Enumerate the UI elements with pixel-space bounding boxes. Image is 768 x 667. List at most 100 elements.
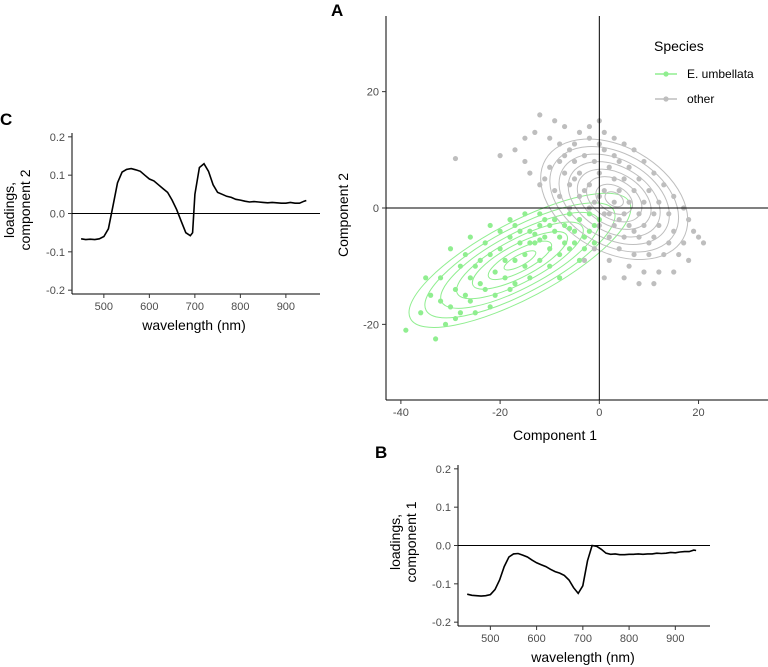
umbellata-density-contour (424, 202, 616, 319)
panel-c-x-tick-label: 900 (277, 301, 295, 313)
panel-b-y-tick-label: -0.1 (432, 579, 451, 591)
data-point-umbellata (433, 336, 439, 342)
data-point-other (561, 123, 568, 130)
panel-b-y-tick-label: -0.2 (432, 617, 451, 629)
data-point-umbellata (447, 246, 454, 252)
panel-c-y-tick-label: 0.1 (50, 170, 65, 182)
panel-b-y-label-line2: component 1 (403, 501, 419, 582)
data-point-umbellata (591, 240, 597, 246)
data-point-umbellata (542, 217, 548, 223)
data-point-umbellata (566, 225, 573, 231)
panel-a-x-tick-label: -40 (393, 407, 409, 419)
panel-c-y-tick-label: 0.2 (50, 132, 65, 144)
data-point-other (641, 199, 647, 205)
panel-c-x-label: wavelength (nm) (141, 317, 246, 333)
data-point-other (547, 135, 553, 141)
data-point-other (661, 182, 667, 188)
data-point-umbellata (472, 263, 478, 269)
data-point-other (626, 222, 632, 229)
data-point-umbellata (502, 257, 508, 263)
data-point-umbellata (467, 234, 473, 240)
data-point-umbellata (547, 263, 553, 269)
data-point-umbellata (557, 234, 563, 240)
panel-b-x-tick-label: 900 (666, 633, 684, 645)
data-point-other (616, 246, 622, 252)
data-point-other (527, 170, 533, 176)
data-point-other (690, 228, 697, 234)
data-point-umbellata (586, 211, 593, 217)
data-point-other (601, 211, 607, 217)
panel-c-y-tick-label: -0.1 (46, 247, 65, 259)
data-point-other (666, 211, 672, 217)
legend-label-other: other (687, 92, 714, 106)
data-point-other (671, 193, 677, 199)
other-density-contour (540, 138, 689, 261)
data-point-other (611, 135, 617, 141)
panel-c-x-tick-label: 500 (95, 301, 113, 313)
panel-a-y-tick-label: 0 (373, 203, 379, 215)
other-density-contour (558, 153, 670, 245)
data-point-umbellata (552, 228, 558, 234)
data-point-umbellata (591, 222, 597, 229)
data-point-other (651, 234, 657, 240)
data-point-umbellata (542, 234, 548, 240)
data-point-umbellata (517, 228, 523, 234)
data-point-other (631, 187, 637, 194)
legend-label-umbellata: E. umbellata (687, 67, 754, 81)
data-point-other (586, 135, 593, 141)
data-point-umbellata (487, 304, 493, 310)
data-point-umbellata (507, 234, 513, 240)
data-point-umbellata (512, 281, 518, 287)
data-point-umbellata (527, 275, 533, 281)
data-point-umbellata (566, 211, 573, 217)
data-point-other (537, 112, 543, 118)
data-point-umbellata (557, 275, 563, 281)
data-point-other (581, 257, 588, 263)
data-point-umbellata (423, 275, 429, 281)
panel-a-points-umbellata (403, 211, 602, 342)
data-point-other (661, 251, 667, 258)
panel-a-y-tick-label: -20 (363, 319, 379, 331)
data-point-other (676, 251, 682, 258)
data-point-other (646, 187, 652, 194)
panel-c-y-label-line1: loadings, (1, 182, 17, 238)
data-point-other (671, 228, 677, 234)
data-point-other (586, 123, 593, 130)
data-point-umbellata (557, 251, 563, 258)
data-point-other (581, 153, 588, 159)
data-point-other (547, 164, 553, 170)
umbellata-density-contour (503, 250, 537, 271)
data-point-other (557, 141, 563, 147)
data-point-umbellata (532, 231, 538, 237)
data-point-other (686, 217, 692, 223)
data-point-umbellata (492, 269, 498, 275)
data-point-other (636, 176, 642, 182)
data-point-other (601, 129, 607, 135)
data-point-other (666, 240, 672, 246)
data-point-other (591, 199, 597, 205)
panel-b-x-label: wavelength (nm) (530, 649, 635, 665)
data-point-umbellata (561, 240, 568, 246)
panel-c-y-tick-label: 0.0 (50, 209, 65, 221)
data-point-other (552, 118, 558, 124)
data-point-other (606, 234, 612, 240)
data-point-other (631, 147, 637, 153)
data-point-other (686, 257, 692, 263)
data-point-other (616, 217, 622, 223)
panel-b-x-tick-label: 800 (620, 633, 638, 645)
data-point-other (631, 228, 637, 234)
data-point-umbellata (571, 228, 578, 234)
data-point-umbellata (452, 315, 459, 322)
data-point-other (626, 263, 632, 269)
umbellata-density-contour (487, 240, 553, 281)
data-point-other (611, 222, 617, 229)
data-point-other (641, 269, 647, 275)
panel-c-loading-line (80, 162, 307, 241)
data-point-umbellata (547, 222, 553, 229)
data-point-other (557, 193, 563, 199)
panel-b-x-ticks: 500 600 700 800 900 (481, 626, 685, 645)
panel-a-y-tick-label: 20 (367, 87, 379, 99)
data-point-other (606, 257, 612, 263)
data-point-other (631, 251, 637, 258)
data-point-other (621, 234, 627, 240)
